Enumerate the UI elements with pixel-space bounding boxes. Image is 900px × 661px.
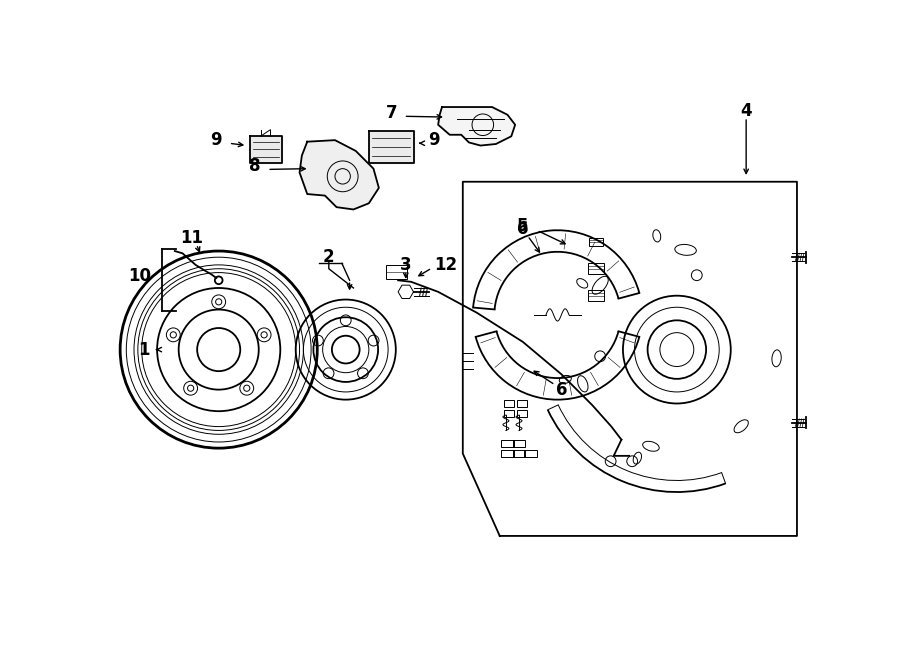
Text: 9: 9 [428, 131, 440, 149]
Text: 2: 2 [323, 248, 335, 266]
Bar [590, 238, 603, 246]
Text: 6: 6 [555, 381, 567, 399]
Text: 10: 10 [128, 268, 151, 286]
Text: 7: 7 [386, 104, 398, 122]
Text: 6: 6 [518, 219, 528, 238]
Text: 11: 11 [180, 229, 203, 247]
Bar [517, 400, 527, 407]
Bar [501, 440, 514, 447]
Bar [525, 449, 536, 457]
Polygon shape [369, 131, 413, 163]
Bar [588, 263, 605, 274]
Text: 5: 5 [518, 217, 528, 235]
Text: 9: 9 [211, 131, 222, 149]
Bar [588, 290, 605, 301]
Bar [501, 449, 514, 457]
Bar [513, 440, 526, 447]
Text: 12: 12 [435, 256, 457, 274]
Bar [386, 265, 408, 279]
Bar [517, 410, 527, 417]
Text: 4: 4 [741, 102, 752, 120]
Bar [504, 400, 515, 407]
Text: 3: 3 [400, 256, 411, 274]
Text: 1: 1 [139, 340, 149, 358]
Polygon shape [300, 140, 379, 210]
Bar [513, 449, 526, 457]
Bar [504, 410, 515, 417]
Text: 8: 8 [249, 157, 261, 175]
Polygon shape [249, 136, 282, 163]
Polygon shape [438, 107, 515, 145]
